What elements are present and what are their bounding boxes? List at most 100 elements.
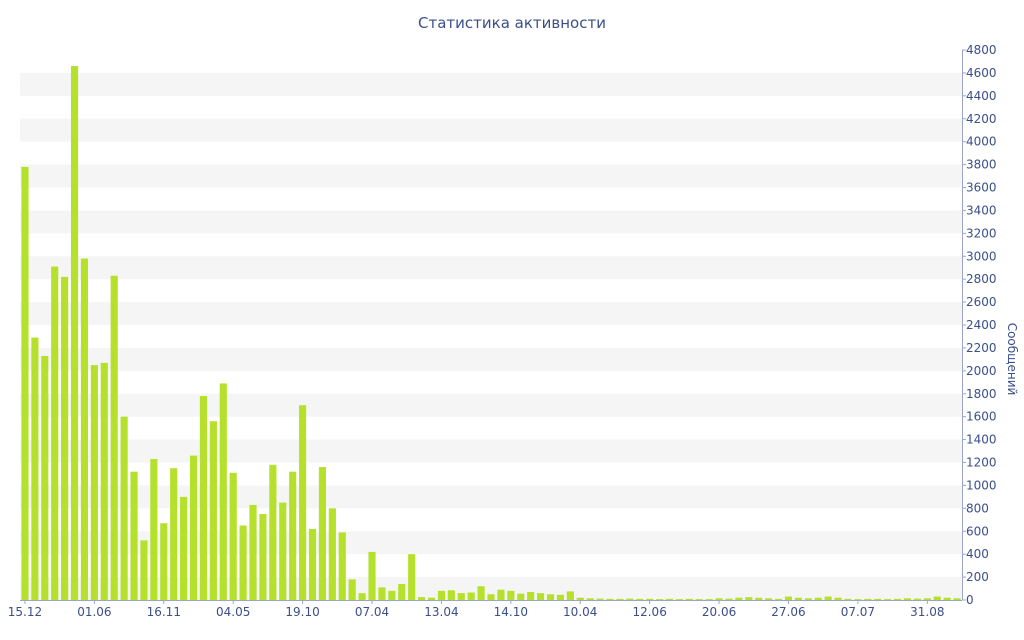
bar[interactable] [328,508,336,600]
bar[interactable] [229,472,237,600]
bar[interactable] [675,599,683,600]
bar[interactable] [130,471,138,600]
bar[interactable] [338,532,346,600]
bar[interactable] [715,598,723,600]
bar[interactable] [844,598,852,600]
bar[interactable] [893,598,902,600]
bar[interactable] [705,599,713,600]
bar[interactable] [378,587,386,600]
bar[interactable] [824,596,832,600]
bar[interactable] [487,594,495,600]
bar[interactable] [279,502,287,600]
bar[interactable] [249,504,257,600]
bar[interactable] [180,496,188,601]
bar[interactable] [31,337,39,600]
bar[interactable] [784,596,793,600]
bar[interactable] [913,598,921,601]
y-tick-label: 1600 [966,410,997,424]
bar[interactable] [735,597,743,600]
bar[interactable] [537,593,545,601]
bar[interactable] [110,275,118,600]
bar[interactable] [685,598,693,600]
bar[interactable] [259,514,267,600]
bar[interactable] [527,591,535,600]
grid-band [20,118,962,142]
bar[interactable] [189,455,198,601]
bar[interactable] [923,598,931,600]
bar[interactable] [150,459,158,600]
bar[interactable] [477,586,485,600]
bar[interactable] [725,598,733,601]
bar[interactable] [199,396,208,600]
bar[interactable] [61,276,69,601]
bar[interactable] [418,597,426,600]
bar[interactable] [874,598,882,600]
bar[interactable] [616,598,624,600]
bar[interactable] [269,464,277,600]
bar[interactable] [318,467,326,600]
bar[interactable] [566,591,574,600]
bar[interactable] [388,590,396,600]
bar[interactable] [209,421,217,600]
bar[interactable] [497,589,505,600]
bar[interactable] [834,597,842,600]
bar[interactable] [348,579,356,601]
bar[interactable] [170,468,178,600]
bar[interactable] [884,599,892,600]
bar[interactable] [21,166,29,601]
bar[interactable] [437,590,445,600]
bar[interactable] [80,258,89,600]
bar[interactable] [596,598,604,601]
bar[interactable] [943,597,951,600]
bar[interactable] [517,593,525,600]
bar[interactable] [467,592,475,600]
bar[interactable] [556,594,564,600]
bar[interactable] [636,598,644,600]
bar[interactable] [794,597,802,600]
bar[interactable] [70,66,79,601]
x-tick-label: 07.07 [841,605,875,619]
bar[interactable] [765,598,773,600]
bar[interactable] [408,554,416,600]
bar[interactable] [656,599,664,600]
grid-band [20,256,962,280]
bar[interactable] [358,593,366,601]
bar[interactable] [219,383,227,600]
bar[interactable] [864,598,872,600]
bar[interactable] [626,598,634,601]
bar[interactable] [160,523,168,600]
bar[interactable] [903,598,912,600]
bar[interactable] [51,266,59,600]
bar[interactable] [100,362,108,600]
bar[interactable] [804,598,812,600]
bar[interactable] [120,416,128,600]
bar[interactable] [447,590,455,600]
bar[interactable] [606,598,614,600]
bar[interactable] [90,365,98,600]
bar[interactable] [507,590,515,600]
bar[interactable] [774,598,783,600]
bar[interactable] [854,599,862,600]
x-tick-label: 14.10 [494,605,528,619]
bar[interactable] [745,597,753,600]
bar[interactable] [695,599,703,600]
bar[interactable] [289,471,297,600]
bar[interactable] [457,593,465,601]
bar[interactable] [586,598,594,600]
bar[interactable] [755,597,763,600]
bar[interactable] [299,405,307,600]
bar[interactable] [308,528,317,600]
bar[interactable] [933,596,941,600]
bar[interactable] [646,598,654,600]
bar[interactable] [665,598,674,600]
bar[interactable] [814,597,822,600]
bar[interactable] [140,540,148,600]
bar[interactable] [546,594,555,600]
bar[interactable] [953,598,961,600]
bar[interactable] [398,583,406,600]
bar[interactable] [576,597,584,600]
bar[interactable] [239,525,247,600]
bar[interactable] [41,355,49,600]
bar[interactable] [427,597,436,600]
bar[interactable] [368,551,376,601]
